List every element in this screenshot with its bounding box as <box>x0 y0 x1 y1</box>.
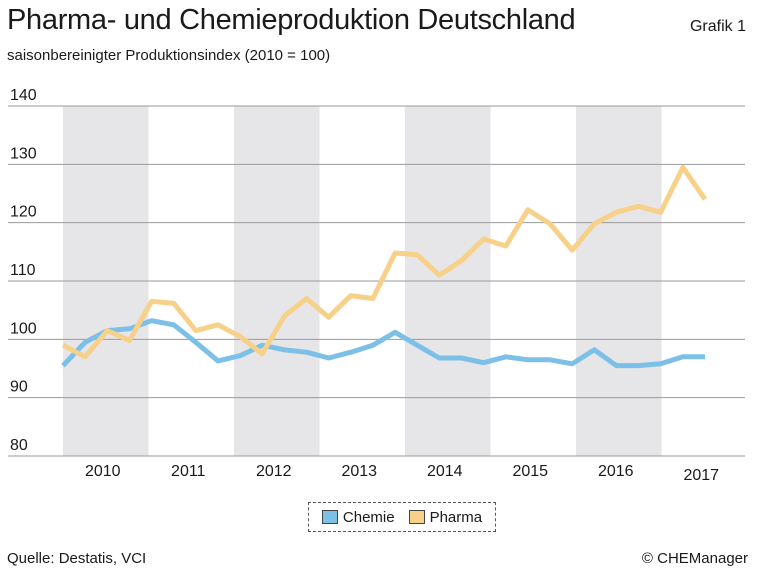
series-line-pharma <box>61 164 708 360</box>
source-note: Quelle: Destatis, VCI <box>7 550 147 567</box>
x-tick-label-2013: 2013 <box>341 463 377 480</box>
y-tick-label-100: 100 <box>10 320 37 337</box>
series-line-chemie <box>61 318 705 369</box>
y-axis-ticks: 80 90 100 110 120 130 140 <box>10 87 37 454</box>
y-tick-label-140: 140 <box>10 87 37 104</box>
figure-label: Grafik 1 <box>689 18 746 35</box>
chart-subtitle: saisonbereinigter Produktionsindex (2010… <box>7 47 331 64</box>
x-tick-label-2012: 2012 <box>256 463 292 480</box>
x-tick-label-2011: 2011 <box>171 463 206 480</box>
legend-item-pharma: Pharma <box>408 508 483 526</box>
legend-label-chemie: Chemie <box>342 508 395 526</box>
legend-swatch-chemie <box>321 510 338 524</box>
legend-item-chemie: Chemie <box>321 508 395 526</box>
x-tick-label-2015: 2015 <box>512 463 548 480</box>
legend-swatch-pharma <box>408 510 425 524</box>
chart-title: Pharma- und Chemieproduktion Deutschland <box>7 4 576 36</box>
y-tick-label-110: 110 <box>10 262 36 279</box>
grid-lines <box>8 105 745 457</box>
y-tick-label-120: 120 <box>10 204 37 221</box>
y-tick-label-130: 130 <box>10 145 37 162</box>
series-lines <box>61 164 708 369</box>
legend: Chemie Pharma <box>308 502 496 532</box>
x-tick-label-2017: 2017 <box>683 467 719 484</box>
legend-label-pharma: Pharma <box>429 508 483 526</box>
x-axis-ticks: 2010 2011 2012 2013 2014 2015 2016 2017 <box>85 463 719 484</box>
x-tick-label-2010: 2010 <box>85 463 121 480</box>
x-tick-label-2016: 2016 <box>598 463 634 480</box>
copyright-note: © CHEManager <box>641 550 748 567</box>
x-tick-label-2014: 2014 <box>427 463 463 480</box>
y-tick-label-80: 80 <box>10 437 28 454</box>
y-tick-label-90: 90 <box>10 379 28 396</box>
